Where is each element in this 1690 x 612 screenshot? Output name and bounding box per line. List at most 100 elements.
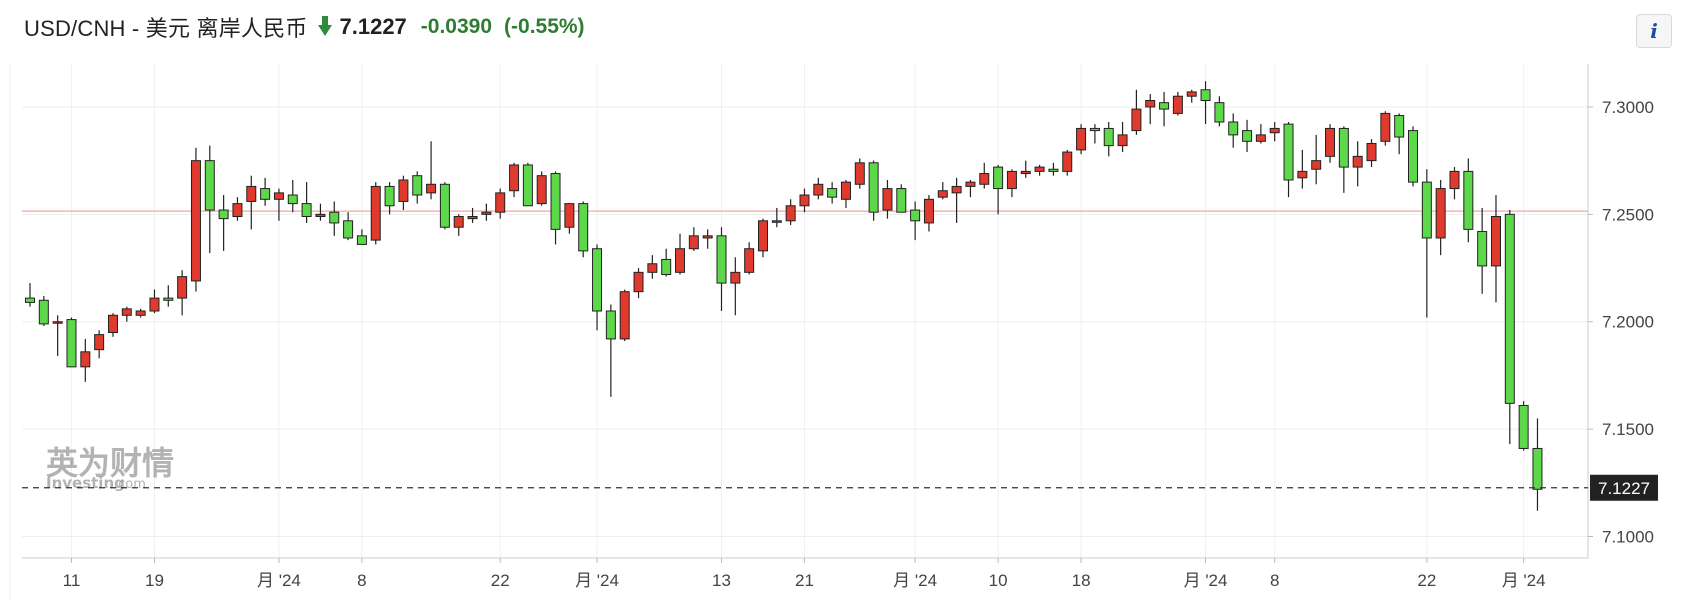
x-tick-label: 22 (491, 571, 510, 590)
candle (1145, 94, 1156, 125)
candle (439, 182, 450, 230)
candle (1186, 89, 1197, 103)
candle (757, 218, 768, 258)
candle-body (979, 173, 990, 185)
candle-body (1062, 151, 1073, 172)
candle (343, 212, 354, 241)
candle-body (1532, 447, 1543, 490)
candle-body (1242, 130, 1253, 142)
x-tick-label: 10 (989, 571, 1008, 590)
candle (384, 182, 395, 215)
candle-body (564, 203, 575, 228)
candle (190, 147, 201, 292)
candle (1352, 141, 1363, 187)
candle (453, 214, 464, 236)
y-axis: 7.1000 7.1500 7.2000 7.2500 7.3000 (1588, 98, 1654, 547)
chart-frame (9, 64, 1589, 600)
candle-body (647, 263, 658, 273)
down-arrow-icon (317, 15, 332, 36)
candle (1366, 139, 1377, 168)
price-change: -0.0390 (420, 15, 493, 38)
candle (785, 199, 796, 226)
candle-body (218, 209, 229, 220)
candle (993, 164, 1004, 215)
candle (1255, 124, 1266, 144)
candle-body (1089, 127, 1100, 132)
candle (204, 145, 215, 254)
candle (813, 177, 824, 200)
candle-body (190, 160, 201, 282)
y-tick-label: 7.1000 (1602, 528, 1654, 547)
candle (66, 317, 77, 368)
candle-body (1297, 170, 1308, 179)
last-price-label: 7.1227 (1598, 479, 1650, 498)
candle (287, 179, 298, 213)
candle-body (246, 185, 257, 202)
candle (1463, 158, 1474, 243)
candle (675, 233, 686, 275)
candle (177, 270, 188, 316)
candle-body (619, 291, 630, 340)
candle-body (592, 248, 603, 312)
candle (1449, 167, 1460, 200)
candle-body (965, 181, 976, 187)
candle (868, 160, 879, 221)
candle (1048, 162, 1059, 176)
candle (1408, 126, 1418, 187)
candle (688, 227, 699, 251)
candle-body (1463, 170, 1474, 230)
candle-body (854, 162, 865, 185)
candle (1421, 169, 1432, 318)
candle (107, 313, 118, 337)
candle-body (343, 220, 354, 239)
candle (1242, 119, 1253, 153)
info-button[interactable]: i (1636, 14, 1672, 48)
candle-body (315, 213, 326, 217)
candle (1297, 149, 1308, 189)
last-price-box (1590, 474, 1658, 501)
candle (550, 171, 561, 245)
candle (910, 201, 921, 241)
candle (232, 197, 243, 221)
candle (564, 203, 575, 234)
candle-body (1366, 142, 1377, 162)
candle-body (1338, 127, 1349, 168)
x-tick-label: 月 '24 (893, 571, 937, 590)
candle-body (1408, 130, 1418, 183)
candle (1034, 164, 1045, 176)
candle (716, 227, 727, 311)
candle-body (287, 194, 298, 205)
candle (1062, 149, 1073, 176)
candle-body (1020, 170, 1031, 175)
candle (149, 289, 160, 314)
x-tick-label: 月 '24 (1502, 571, 1546, 590)
watermark-logo: 英为财情 Investing .com (46, 444, 174, 492)
candle (799, 188, 810, 213)
candle-body (757, 220, 768, 252)
candle-body (688, 235, 699, 250)
candle (1200, 81, 1211, 125)
candle-body (1283, 123, 1294, 181)
y-tick-label: 7.2000 (1602, 313, 1654, 332)
candle (1518, 401, 1529, 451)
candle-body (509, 164, 520, 192)
x-tick-label: 8 (1270, 571, 1279, 590)
candle-body (260, 188, 271, 200)
candle-body (771, 220, 782, 223)
candle (1283, 121, 1294, 198)
candle (744, 242, 755, 275)
candle-body (273, 192, 284, 200)
y-tick-label: 7.2500 (1602, 205, 1654, 224)
x-tick-label: 13 (712, 571, 731, 590)
candle (80, 338, 91, 382)
candle-body (1435, 188, 1446, 239)
candle-body (896, 188, 907, 213)
candle-body (1131, 108, 1142, 132)
candle (329, 201, 340, 236)
candle-body (605, 310, 616, 340)
candle (467, 207, 478, 223)
candle (1076, 124, 1087, 155)
candle-body (1117, 134, 1128, 147)
candle (1159, 91, 1170, 127)
